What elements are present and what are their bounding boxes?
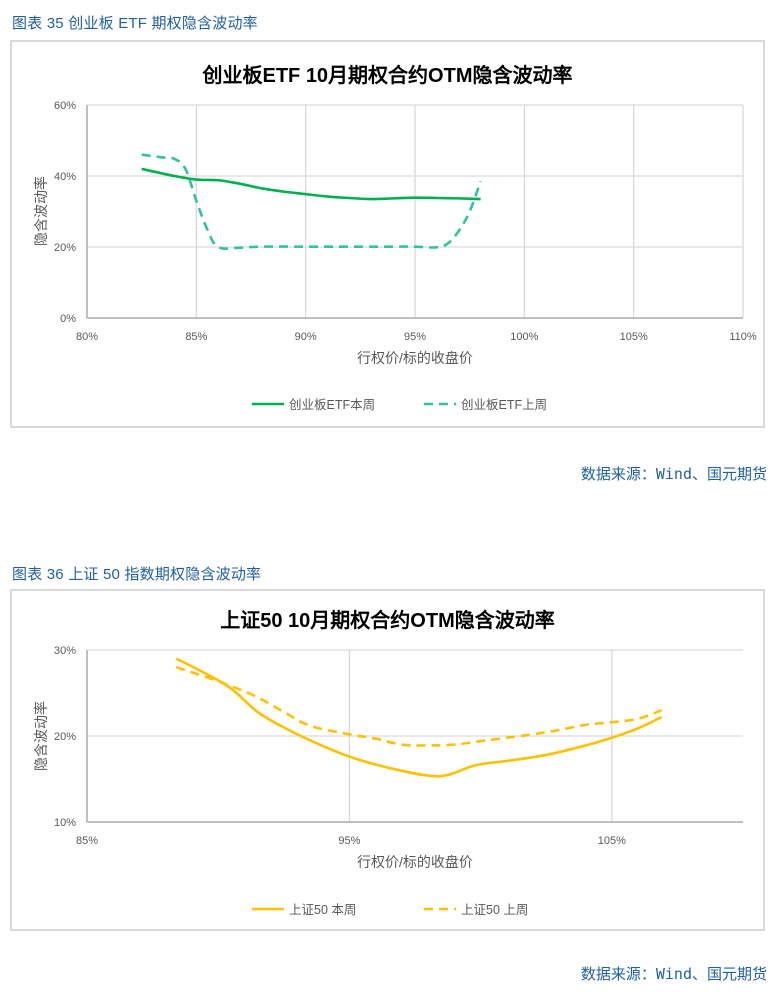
legend-label: 创业板ETF上周 <box>461 398 547 412</box>
chart-36-frame: 上证50 10月期权合约OTM隐含波动率 <box>10 589 765 931</box>
chart-35-x-tick-label: 85% <box>185 331 207 343</box>
chart-36-x-tick-label: 85% <box>76 835 98 847</box>
chart-35-plot: 0% 20% 40% 60% 80% 85% 90% 95% 100% 105% 110% 行权价/标… <box>33 100 757 412</box>
chart-36-x-tick-label: 105% <box>598 835 626 847</box>
chart-36-y-tick-label: 10% <box>54 817 76 829</box>
chart-35-y-axis-title: 隐含波动率 <box>33 176 49 246</box>
chart-36-y-tick-label: 20% <box>54 731 76 743</box>
chart-36-series-last-week-line <box>175 665 663 747</box>
legend-label: 上证50 上周 <box>461 903 528 917</box>
chart-35-x-tick-label: 80% <box>76 331 98 343</box>
chart-36-gridlines <box>86 649 743 823</box>
chart-35-series-last-week-line <box>141 153 482 251</box>
figure-36-caption: 图表 36 上证 50 指数期权隐含波动率 <box>12 566 262 583</box>
chart-36-title: 上证50 10月期权合约OTM隐含波动率 <box>220 610 555 632</box>
chart-35-x-tick-label: 95% <box>404 331 426 343</box>
chart-36-y-axis-title: 隐含波动率 <box>33 701 49 771</box>
legend-item: 上证50 上周 <box>424 903 528 917</box>
chart-35-series-this-week-line <box>141 167 481 201</box>
legend-item: 创业板ETF上周 <box>424 398 547 412</box>
chart-35-x-tick-label: 100% <box>510 331 538 343</box>
figure-35-source: 数据来源：Wind、国元期货 <box>580 465 767 483</box>
figure-36-source: 数据来源：Wind、国元期货 <box>580 965 767 983</box>
chart-35-y-tick-label: 20% <box>54 242 76 254</box>
chart-35-y-tick-label: 60% <box>54 100 76 112</box>
chart-35-x-tick-label: 105% <box>620 331 648 343</box>
chart-35-y-tick-label: 0% <box>60 313 76 325</box>
legend-label: 创业板ETF本周 <box>289 398 375 412</box>
legend-item: 上证50 本周 <box>252 903 356 917</box>
chart-36-y-tick-label: 30% <box>54 645 76 657</box>
chart-36-x-axis-title: 行权价/标的收盘价 <box>357 854 473 870</box>
chart-35-title: 创业板ETF 10月期权合约OTM隐含波动率 <box>202 65 573 87</box>
chart-36-series-this-week-line <box>175 657 663 778</box>
figure-35-caption: 图表 35 创业板 ETF 期权隐含波动率 <box>12 15 258 32</box>
chart-35-x-tick-label: 110% <box>729 331 757 343</box>
legend-label: 上证50 本周 <box>289 903 356 917</box>
chart-36-x-tick-label: 95% <box>338 835 360 847</box>
chart-35-y-tick-label: 40% <box>54 171 76 183</box>
chart-35-x-axis-title: 行权价/标的收盘价 <box>357 350 473 366</box>
chart-35-x-tick-label: 90% <box>295 331 317 343</box>
legend-item: 创业板ETF本周 <box>252 398 375 412</box>
chart-35-legend: 创业板ETF本周 创业板ETF上周 <box>252 398 547 412</box>
chart-36-legend: 上证50 本周 上证50 上周 <box>252 903 528 917</box>
